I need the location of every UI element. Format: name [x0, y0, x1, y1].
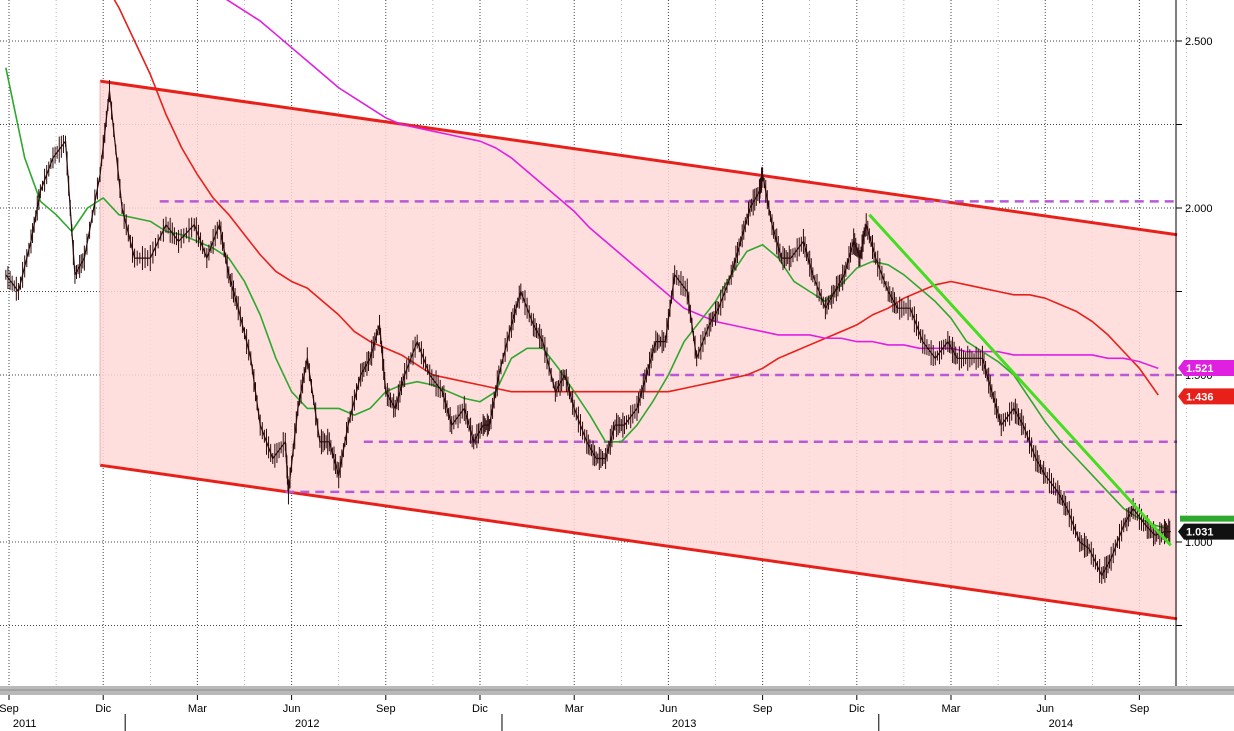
x-year-label: 2012 — [295, 718, 319, 730]
x-tick-label: Dic — [849, 703, 865, 715]
channel-lower-line — [99, 463, 1178, 621]
value-badge-accent — [1180, 515, 1234, 522]
x-tick-label: Sep — [376, 703, 396, 715]
series-layer — [5, 0, 1171, 584]
channel-fill — [100, 81, 1178, 619]
x-tick-label: Mar — [565, 703, 584, 715]
x-tick-label: Jun — [283, 703, 301, 715]
x-tick-label: Dic — [95, 703, 111, 715]
x-axis-label-area — [0, 695, 1234, 731]
x-tick-label: Mar — [942, 703, 961, 715]
trend-line-layer — [868, 213, 1172, 547]
value-badge-label: 1.031 — [1186, 527, 1214, 539]
x-tick-label: Sep — [0, 703, 19, 715]
x-axis: Sep Dic Mar Jun Sep Dic Mar Jun Sep Dic Mar Jun Sep 2… — [0, 686, 1234, 731]
y-tick-label: 2.000 — [1185, 203, 1213, 215]
value-badge: 1.521 — [1178, 359, 1234, 376]
trend-line — [868, 213, 1172, 547]
value-badge-box — [1178, 523, 1234, 540]
value-badge: 1.031 — [1178, 515, 1234, 540]
x-tick-label: Sep — [1130, 703, 1150, 715]
value-badges: 1.521 1.436 1.031 — [1178, 359, 1234, 540]
x-tick-label: Mar — [188, 703, 207, 715]
x-year-label: 2013 — [672, 718, 696, 730]
x-year-label: 2011 — [13, 718, 37, 730]
value-badge-box — [1178, 388, 1234, 405]
value-badge-label: 1.436 — [1186, 391, 1214, 403]
x-year-label: 2014 — [1049, 718, 1073, 730]
series-line-medium-moving-average — [113, 0, 1159, 396]
y-tick-label: 2.500 — [1185, 36, 1213, 48]
x-tick-label: Sep — [753, 703, 773, 715]
x-tick-label: Jun — [660, 703, 678, 715]
channel-upper-line — [99, 79, 1178, 237]
x-tick-label: Dic — [472, 703, 488, 715]
series-line-price — [5, 90, 1171, 577]
horizontal-levels — [159, 200, 1178, 494]
channel — [99, 79, 1178, 621]
value-badge-label: 1.521 — [1186, 363, 1214, 375]
x-tick-label: Jun — [1036, 703, 1054, 715]
value-badge: 1.436 — [1178, 388, 1234, 405]
series-line-long-moving-average — [225, 0, 1159, 370]
y-tick-label: 1.000 — [1185, 537, 1213, 549]
value-badge-box — [1178, 359, 1234, 376]
